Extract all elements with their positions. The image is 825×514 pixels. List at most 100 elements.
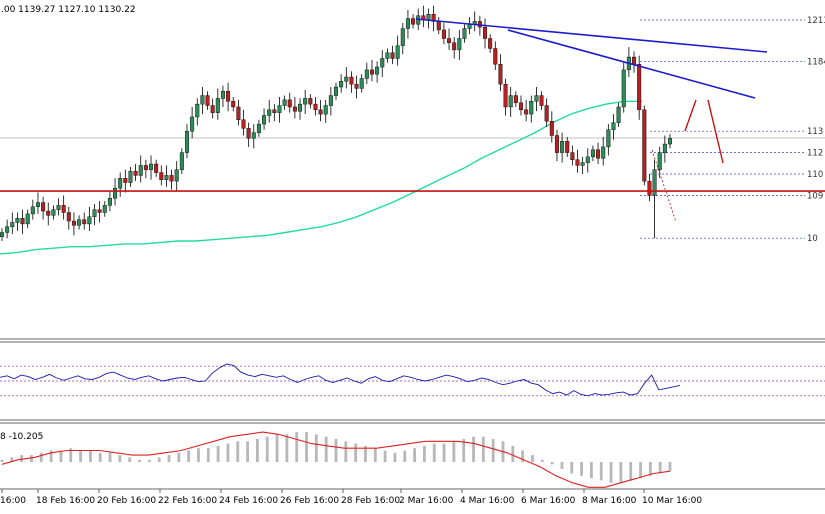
macd-bar [609,462,613,483]
candle [277,96,282,123]
macd-bar [285,434,289,462]
x-axis: 16:00 18 Feb 16:00 20 Feb 16:00 22 Feb 16:0… [0,489,702,506]
x-tick-label: 22 Feb 16:00 [158,496,217,506]
candle [272,104,277,122]
candle [621,62,626,113]
rsi-panel [0,363,825,397]
candle [369,59,374,82]
macd-bar [69,448,73,462]
ohlc-header: .00 1139.27 1127.10 1130.22 [1,5,136,15]
macd-bar [256,439,259,462]
candle [662,135,667,163]
price-level-label: 113 [807,127,823,137]
macd-bar [599,462,603,481]
macd-bar [89,450,92,462]
macd-bar [187,450,191,462]
macd-bar [550,462,554,465]
projection-down [707,99,724,164]
x-tick-label: 24 Feb 16:00 [219,496,278,506]
price-level-label: 110 [807,170,823,180]
macd-bar [236,441,240,462]
macd-bar [275,434,279,462]
macd-bar [432,443,436,462]
moving-average [0,100,642,255]
macd-bar [481,436,485,462]
candle [292,96,297,119]
candle [143,159,148,179]
candle [529,95,534,123]
macd-bar [442,443,446,462]
projection-arrows [651,99,724,223]
macd-bar [619,462,623,483]
x-tick-label: 2 Mar 16:00 [399,496,454,506]
macd-bar [10,457,14,462]
candle [498,54,503,92]
candle [149,155,154,180]
candle [133,164,138,182]
candle [642,105,647,186]
candle [262,108,267,130]
candle [575,149,580,173]
candle [308,94,313,109]
price-level-label: 109 [807,191,823,201]
candle [25,209,30,229]
candle [339,74,344,93]
macd-bar [206,448,210,462]
candle [390,45,395,65]
candle [508,86,513,117]
price-level-label: 112 [807,149,823,159]
x-tick-label: 8 Mar 16:00 [582,496,637,506]
candle [344,67,349,89]
candle [354,75,359,99]
candle [652,159,657,239]
candle [56,198,61,216]
candle [601,136,606,166]
candle [231,96,236,112]
candle [184,124,189,159]
macd-bar [20,455,24,462]
candle [179,148,184,174]
x-tick-label: 6 Mar 16:00 [521,496,576,506]
macd-bar [560,462,564,469]
macd-bar [30,455,33,462]
candle [118,172,123,197]
macd-bar [226,443,230,462]
ma-line [0,100,642,255]
candle [77,215,82,230]
candle [71,212,76,236]
trendlines [415,18,768,99]
macd-bar [128,457,132,462]
candle [457,29,462,60]
candle [534,86,539,112]
candle [483,18,488,49]
candle [395,35,400,66]
candle [61,195,66,220]
candle [606,124,611,156]
macd-bar [167,455,171,462]
candle [5,219,10,239]
candle [580,156,585,174]
macd-bar [393,452,397,462]
macd-bar [216,445,220,462]
candle [35,192,40,214]
macd-bar [59,450,63,462]
candle [87,206,92,232]
candle [570,145,575,166]
candle [30,199,35,220]
candle [647,173,652,202]
macd-signal-line [1,431,671,488]
macd-bar [305,432,308,462]
candle [513,91,518,107]
candle [462,24,467,43]
macd-bar [491,439,495,462]
candle [318,99,323,122]
macd-bar [413,448,416,462]
macd-bar [648,462,652,476]
macd-bar [0,459,4,462]
macd-bar [157,457,161,462]
candle [154,159,159,177]
candle [128,166,133,187]
candle [164,165,169,187]
candle [554,129,559,162]
